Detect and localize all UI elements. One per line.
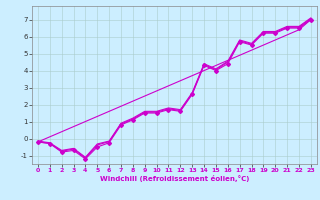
X-axis label: Windchill (Refroidissement éolien,°C): Windchill (Refroidissement éolien,°C) <box>100 175 249 182</box>
